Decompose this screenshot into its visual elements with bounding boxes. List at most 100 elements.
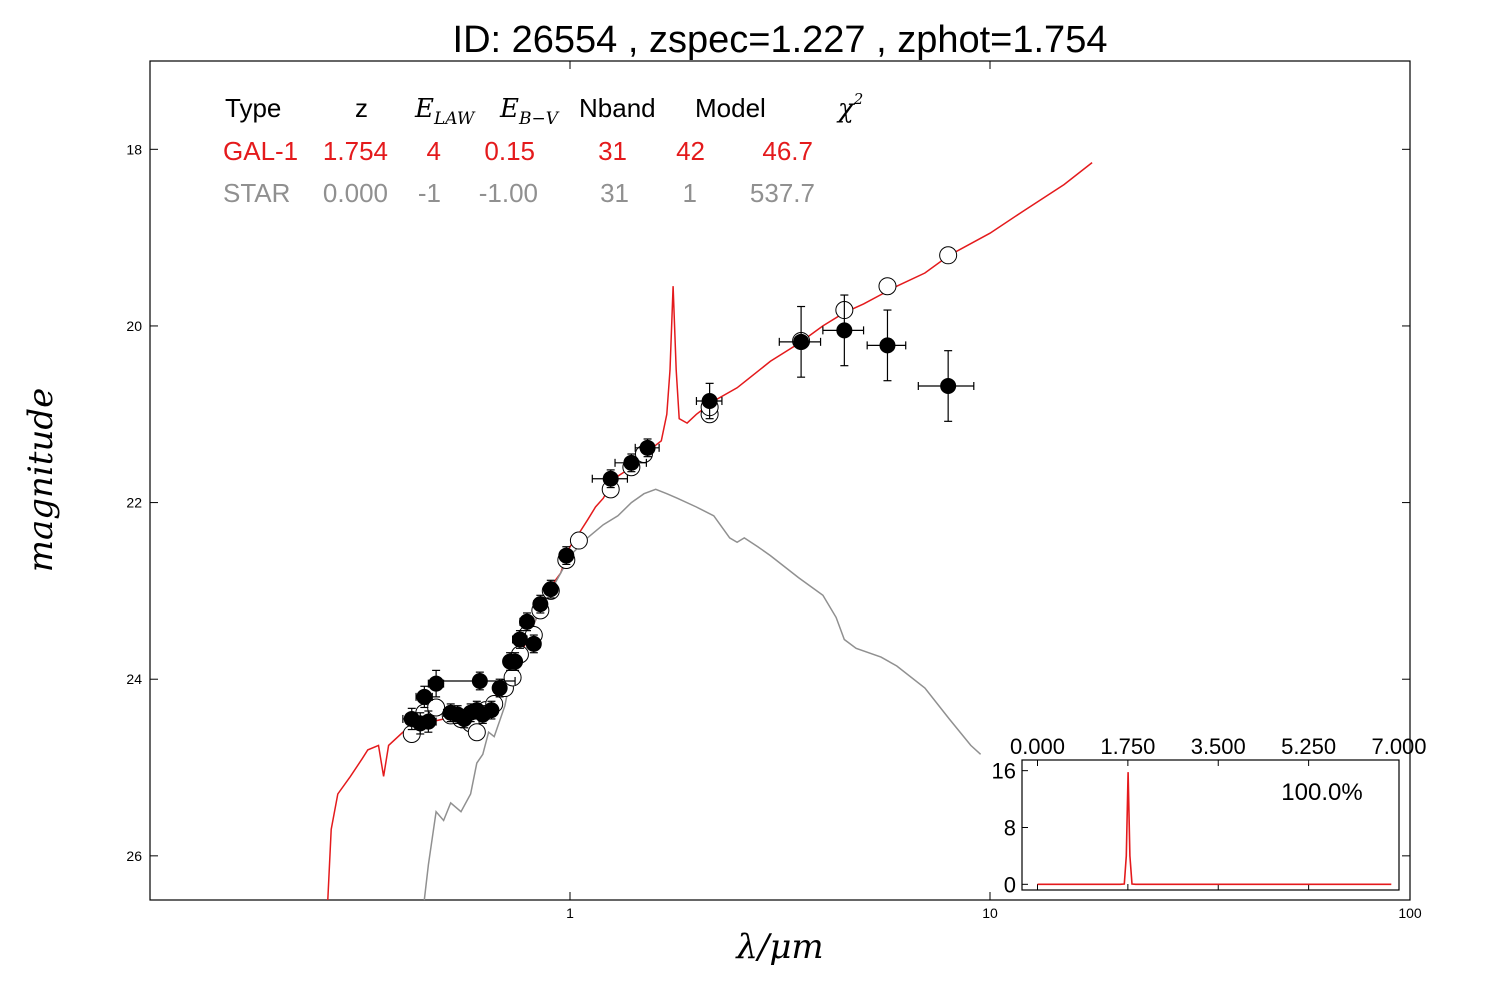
observed-point	[419, 710, 437, 733]
observed-marker	[836, 322, 853, 339]
observed-marker	[623, 454, 640, 471]
inset-x-tick-label: 1.750	[1100, 734, 1155, 759]
y-tick-label: 18	[126, 141, 142, 157]
inset-x-tick-label: 0.000	[1010, 734, 1065, 759]
galaxy-type: GAL-1	[223, 136, 298, 166]
header-z: z	[355, 93, 368, 123]
star-ebv: -1.00	[479, 178, 538, 208]
y-tick-label: 20	[126, 318, 142, 334]
inset-x-tick-label: 3.500	[1191, 734, 1246, 759]
y-tick-label: 26	[126, 848, 142, 864]
template-curves	[327, 162, 1093, 901]
inset-y-tick-label: 16	[992, 759, 1016, 784]
model-point	[467, 723, 486, 742]
observed-marker	[639, 439, 656, 456]
observed-marker	[602, 470, 619, 487]
fit-table-row-star: STAR 0.000 -1 -1.00 31 1 537.7	[223, 178, 815, 208]
model-photometry-points	[402, 246, 958, 743]
galaxy-elaw: 4	[427, 136, 441, 166]
fit-table-row-galaxy: GAL-1 1.754 4 0.15 31 42 46.7	[223, 136, 813, 166]
pdz-curve	[1037, 772, 1392, 886]
galaxy-z: 1.754	[323, 136, 388, 166]
observed-point	[634, 438, 660, 458]
star-nband: 31	[600, 178, 629, 208]
chart-title: ID: 26554 , zspec=1.227 , zphot=1.754	[453, 19, 1108, 61]
main-axis-tick-labels: 1 10 100 18 20 22 24 26	[126, 141, 1421, 921]
inset-frame	[1021, 759, 1400, 891]
observed-point	[474, 705, 491, 724]
observed-point	[532, 594, 549, 614]
observed-point	[507, 652, 524, 671]
observed-point	[435, 671, 516, 691]
observed-marker	[491, 680, 508, 697]
star-elaw: -1	[418, 178, 441, 208]
observed-point	[511, 630, 528, 649]
observed-marker	[511, 631, 528, 648]
inset-y-tick-label: 0	[1004, 872, 1016, 897]
pdz-inset: 0.000 1.750 3.500 5.250 7.000 0 8 16 100.0%	[992, 734, 1427, 897]
x-tick-label: 100	[1398, 905, 1422, 921]
star-type: STAR	[223, 178, 290, 208]
observed-marker	[701, 393, 718, 410]
observed-point	[866, 309, 907, 382]
y-tick-label: 22	[126, 495, 142, 511]
header-nband: Nband	[579, 93, 656, 123]
x-axis-label: λ/μm	[734, 927, 823, 967]
observed-point	[614, 453, 647, 473]
observed-point	[519, 612, 536, 632]
header-chi2: χ2	[836, 90, 863, 124]
fit-table-header: Type z ELAW EB−V Nband Model χ2	[225, 90, 863, 129]
fit-results-table: Type z ELAW EB−V Nband Model χ2 GAL-1 1.…	[223, 90, 863, 208]
observed-marker	[416, 688, 433, 705]
model-point	[569, 531, 588, 550]
observed-point	[542, 579, 559, 599]
y-tick-label: 24	[126, 671, 142, 687]
main-axis-ticks	[150, 61, 1411, 900]
observed-marker	[519, 613, 536, 630]
observed-marker	[542, 581, 559, 598]
header-ebv: EB−V	[499, 94, 560, 129]
observed-marker	[793, 333, 810, 350]
model-point	[939, 246, 958, 265]
galaxy-nband: 31	[598, 136, 627, 166]
observed-point	[558, 546, 575, 566]
observed-point	[778, 305, 822, 378]
observed-point	[822, 294, 865, 367]
model-point	[878, 277, 897, 296]
header-type: Type	[225, 93, 281, 123]
galaxy-template-line	[327, 162, 1093, 901]
observed-marker	[471, 672, 488, 689]
header-model: Model	[695, 93, 766, 123]
galaxy-ebv: 0.15	[484, 136, 535, 166]
x-tick-label: 10	[982, 905, 998, 921]
header-elaw: ELAW	[414, 94, 476, 129]
observed-point	[525, 634, 542, 654]
observed-marker	[525, 635, 542, 652]
inset-probability-label: 100.0%	[1281, 779, 1362, 806]
observed-marker	[879, 337, 896, 354]
observed-point	[695, 382, 723, 420]
galaxy-model: 42	[676, 136, 705, 166]
observed-point	[591, 469, 629, 489]
galaxy-chi2: 46.7	[762, 136, 813, 166]
star-template-line	[423, 488, 982, 901]
observed-marker	[558, 547, 575, 564]
observed-point	[917, 350, 975, 422]
inset-curve-group	[1037, 772, 1392, 886]
inset-x-tick-label: 5.250	[1281, 734, 1336, 759]
inset-x-tick-label: 7.000	[1371, 734, 1426, 759]
observed-marker	[507, 653, 524, 670]
observed-photometry-points	[402, 294, 975, 735]
x-tick-label: 1	[566, 905, 574, 921]
observed-marker	[483, 702, 500, 719]
observed-marker	[940, 378, 957, 395]
inset-tick-labels: 0.000 1.750 3.500 5.250 7.000 0 8 16	[992, 734, 1427, 897]
observed-marker	[532, 596, 549, 613]
plot-frame	[149, 60, 1411, 901]
observed-point	[415, 685, 433, 709]
observed-point	[491, 678, 508, 698]
observed-marker	[420, 713, 437, 730]
model-point	[503, 668, 522, 687]
inset-y-tick-label: 8	[1004, 815, 1016, 840]
